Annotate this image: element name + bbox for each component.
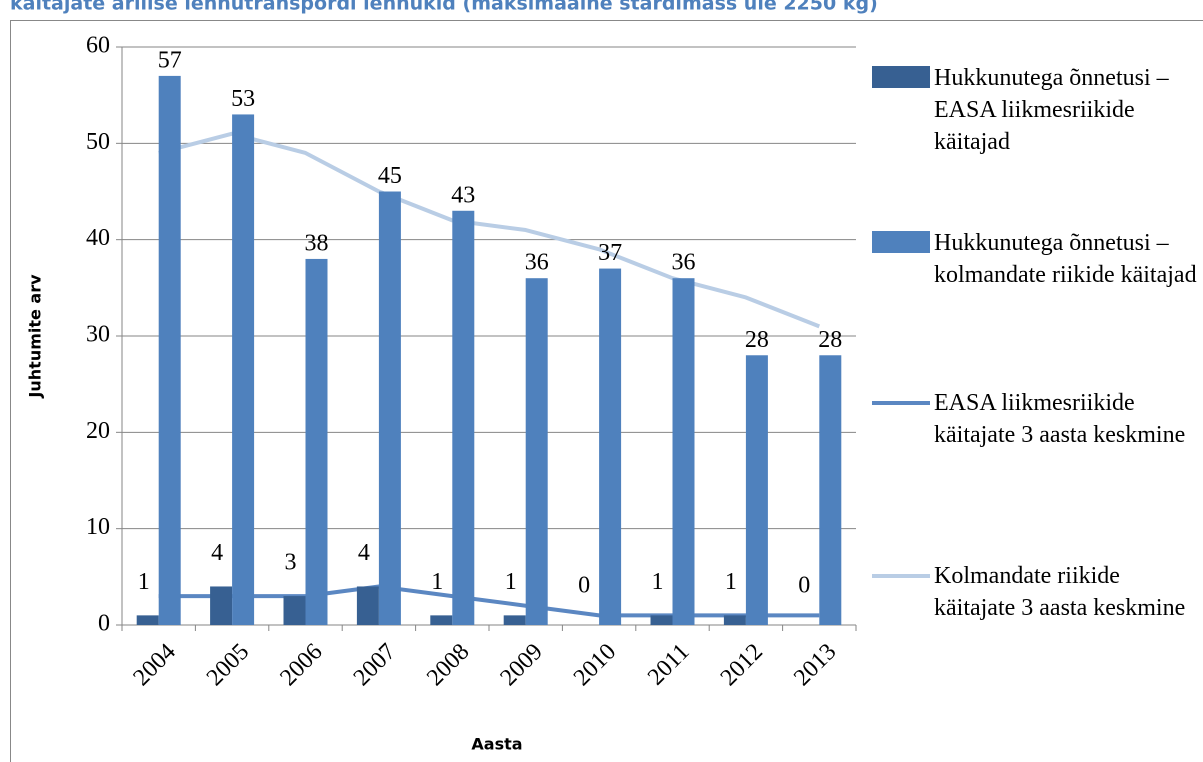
bar (723, 615, 746, 625)
y-axis-title: Juhtumite arv (26, 274, 45, 399)
x-tick-label: 2010 (569, 639, 621, 691)
bar (819, 355, 842, 625)
y-tick-label: 20 (86, 418, 110, 444)
data-label: 37 (598, 240, 622, 266)
x-tick-label: 2013 (789, 639, 841, 691)
legend-label: Kolmandate riikide käitajate 3 aasta kes… (934, 563, 1186, 621)
y-tick-label: 60 (86, 33, 110, 59)
legend-item: Kolmandate riikide käitajate 3 aasta kes… (934, 563, 1186, 621)
data-label: 1 (431, 569, 443, 595)
bar (283, 596, 306, 625)
x-tick-label: 2004 (129, 639, 181, 691)
data-label: 57 (158, 47, 182, 73)
legend-label: EASA liikmesriikide käitajate 3 aasta ke… (934, 390, 1186, 448)
line-series (158, 584, 820, 618)
data-label: 4 (358, 540, 370, 566)
data-label: 53 (231, 86, 255, 112)
y-tick-label: 10 (86, 514, 110, 540)
bar (452, 210, 475, 625)
bar (158, 75, 181, 625)
chart-border (10, 20, 1203, 762)
data-label: 1 (652, 569, 664, 595)
legend-item: EASA liikmesriikide käitajate 3 aasta ke… (934, 390, 1186, 448)
x-tick-label: 2005 (202, 639, 254, 691)
x-tick-label: 2009 (496, 639, 548, 691)
bar (503, 615, 526, 625)
legend-swatch (872, 231, 930, 253)
chart-title: käitajate ärilise lennutranspordi lennuk… (10, 0, 878, 15)
data-label: 43 (451, 182, 475, 208)
bar (599, 268, 622, 625)
data-label: 4 (211, 540, 223, 566)
data-label: 28 (745, 327, 769, 353)
data-label: 1 (505, 569, 517, 595)
y-tick-label: 30 (86, 322, 110, 348)
x-tick-label: 2011 (643, 639, 695, 691)
bar (305, 258, 328, 625)
bar (210, 586, 233, 625)
y-tick-label: 50 (86, 129, 110, 155)
legend-item: Hukkunutega õnnetusi – kolmandate riikid… (934, 230, 1197, 288)
x-tick-label: 2007 (349, 639, 401, 691)
data-label: 3 (285, 550, 297, 576)
legend-swatch (872, 66, 930, 88)
bar (745, 355, 768, 625)
legend-label: Hukkunutega õnnetusi – EASA liikmesriiki… (934, 65, 1169, 155)
data-label: 36 (672, 250, 696, 276)
bar (232, 114, 255, 625)
bar (525, 278, 548, 625)
bar (672, 278, 695, 625)
y-tick-label: 40 (86, 225, 110, 251)
data-label: 38 (305, 230, 329, 256)
x-tick-label: 2008 (422, 639, 474, 691)
line-series (158, 131, 821, 329)
data-label: 1 (725, 569, 737, 595)
bar (378, 191, 401, 625)
bar (136, 615, 159, 625)
data-label: 45 (378, 163, 402, 189)
data-label: 28 (818, 327, 842, 353)
y-tick-label: 0 (98, 611, 110, 637)
bar (356, 586, 379, 625)
x-axis-title: Aasta (471, 735, 522, 754)
legend-item: Hukkunutega õnnetusi – EASA liikmesriiki… (934, 65, 1169, 155)
legend-label: Hukkunutega õnnetusi – kolmandate riikid… (934, 230, 1197, 288)
x-tick-label: 2006 (275, 639, 327, 691)
data-label: 0 (798, 573, 810, 599)
data-label: 1 (138, 569, 150, 595)
bar (650, 615, 673, 625)
data-label: 36 (525, 250, 549, 276)
bar (430, 615, 453, 625)
data-label: 0 (578, 573, 590, 599)
x-tick-label: 2012 (716, 639, 768, 691)
